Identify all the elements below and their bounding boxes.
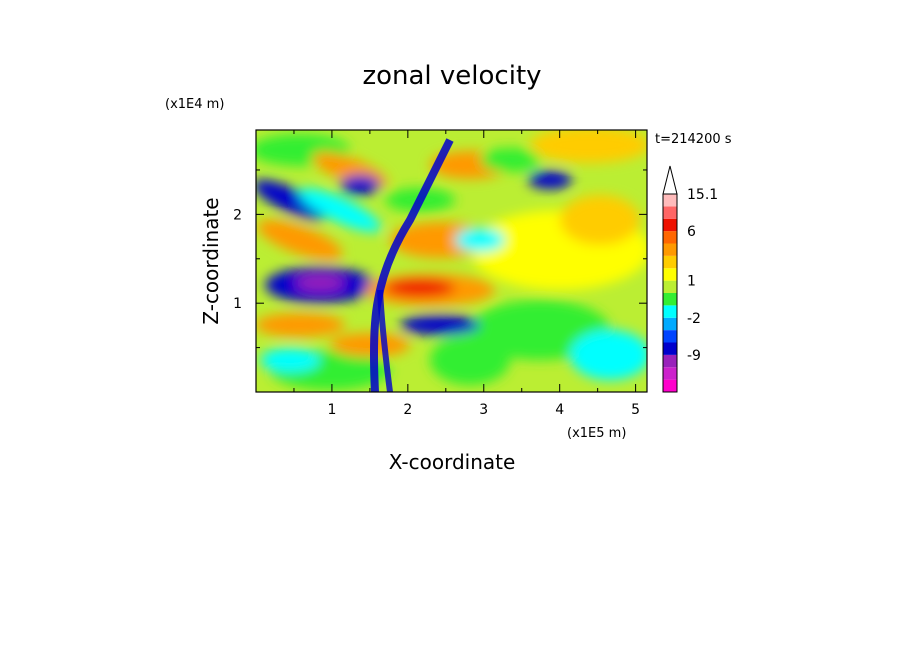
x-axis-label: X-coordinate: [389, 450, 516, 474]
x-tick-label: 5: [631, 402, 640, 418]
colorbar-swatch: [663, 293, 677, 306]
field-patch: [330, 333, 410, 357]
colorbar-swatch: [663, 243, 677, 256]
field-patch: [298, 188, 382, 232]
x-tick-label: 3: [479, 402, 488, 418]
plot-frame: [255, 129, 648, 393]
y-tick-label: 1: [233, 296, 242, 312]
field-patch: [340, 175, 380, 195]
colorbar-swatch: [663, 342, 677, 355]
colorbar-swatch: [663, 354, 677, 368]
field-patch: [400, 315, 480, 335]
colorbar-swatch: [663, 206, 677, 219]
field-patch: [560, 195, 640, 245]
y-axis-label: Z-coordinate: [199, 197, 223, 324]
field-patch: [455, 228, 505, 252]
x-tick-label: 2: [403, 402, 412, 418]
colorbar-swatch: [663, 268, 677, 281]
y-tick-label: 2: [233, 207, 242, 223]
field-patch: [530, 130, 647, 163]
field-patch: [257, 219, 343, 261]
field-patch: [260, 348, 320, 372]
field-patch: [385, 279, 455, 297]
x-unit-label: (x1E5 m): [567, 426, 626, 441]
velocity-field: [256, 130, 647, 392]
field-plume: [370, 138, 454, 392]
colorbar-swatch: [663, 317, 677, 331]
field-patch: [256, 313, 345, 337]
y-axis: 12: [233, 169, 647, 349]
colorbar-label: 1: [687, 274, 696, 290]
x-axis: 1 2 3 4 5: [293, 130, 640, 418]
field-patch: [528, 171, 572, 189]
colorbar-label: 6: [687, 224, 696, 240]
colorbar-swatch: [663, 231, 677, 244]
colorbar-label: 15.1: [687, 187, 718, 203]
colorbar-swatch: [663, 379, 677, 392]
field-patch: [480, 148, 540, 172]
colorbar-swatch: [663, 280, 677, 293]
x-tick-label: 4: [555, 402, 564, 418]
colorbar-swatch: [663, 218, 677, 232]
colorbar-swatch: [663, 194, 677, 207]
field-patch: [430, 335, 510, 385]
y-unit-label: (x1E4 m): [165, 97, 224, 112]
field-patch: [256, 179, 327, 221]
colorbar-label: -9: [687, 348, 701, 364]
field-patch: [295, 275, 345, 291]
field-patch: [570, 330, 647, 380]
colorbar-swatch: [663, 255, 677, 269]
chart-title: zonal velocity: [362, 61, 541, 91]
time-label: t=214200 s: [655, 132, 732, 147]
field-plume: [377, 289, 393, 392]
x-tick-label: 1: [327, 402, 336, 418]
colorbar-swatch: [663, 330, 677, 343]
colorbar-label: -2: [687, 311, 701, 327]
colorbar-swatch: [663, 305, 677, 318]
colorbar-extend-arrow: [662, 165, 678, 195]
colorbar: 15.1 6 1 -2 -9: [662, 165, 718, 393]
colorbar-swatch: [663, 367, 677, 380]
